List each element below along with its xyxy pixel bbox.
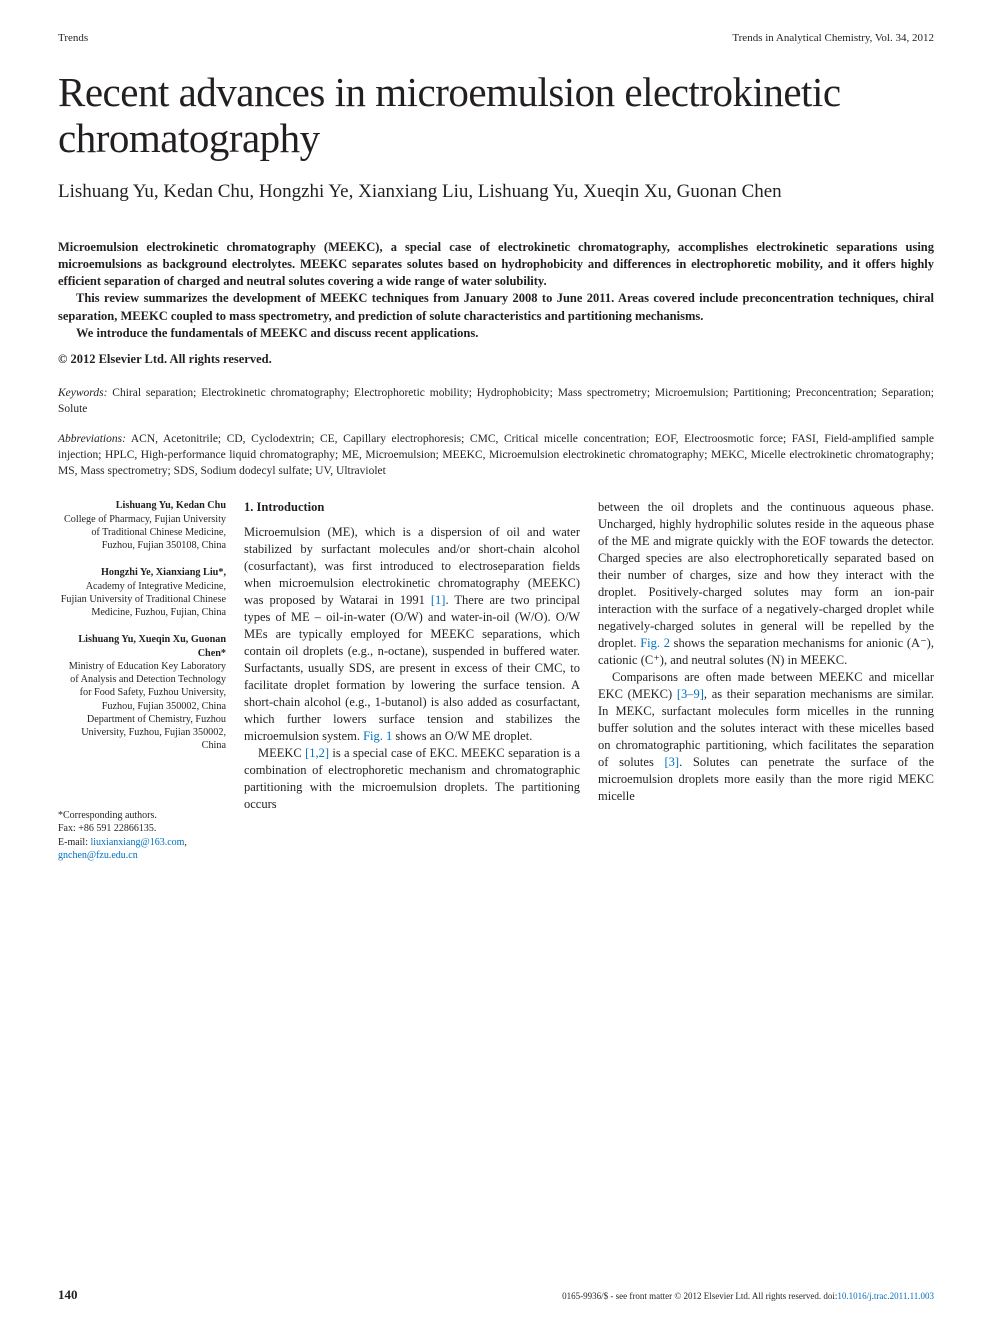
abbreviations-label: Abbreviations: (58, 433, 126, 445)
doi-link[interactable]: 10.1016/j.trac.2011.11.003 (837, 1291, 934, 1301)
footer-copyright: 0165-9936/$ - see front matter © 2012 El… (562, 1291, 934, 1301)
running-header: Trends Trends in Analytical Chemistry, V… (58, 32, 934, 44)
keywords-block: Keywords: Chiral separation; Electrokine… (58, 385, 934, 417)
abbreviations-body: ACN, Acetonitrile; CD, Cyclodextrin; CE,… (58, 433, 934, 477)
corresponding-fax: Fax: +86 591 22866135. (58, 822, 226, 836)
corresponding-label: *Corresponding authors. (58, 809, 226, 823)
header-left: Trends (58, 32, 88, 44)
correspondence-block: *Corresponding authors. Fax: +86 591 228… (58, 809, 226, 863)
section-heading: 1. Introduction (244, 499, 580, 516)
affiliation-block: Lishuang Yu, Kedan Chu College of Pharma… (58, 499, 226, 552)
abstract-p3: We introduce the fundamentals of MEEKC a… (58, 325, 934, 342)
author-list: Lishuang Yu, Kedan Chu, Hongzhi Ye, Xian… (58, 180, 934, 205)
email-link[interactable]: gnchen@fzu.edu.cn (58, 850, 138, 861)
page-footer: 140 0165-9936/$ - see front matter © 201… (58, 1287, 934, 1303)
copyright-line: © 2012 Elsevier Ltd. All rights reserved… (58, 352, 934, 367)
main-content: Lishuang Yu, Kedan Chu College of Pharma… (58, 499, 934, 862)
email-label: E-mail: (58, 837, 88, 848)
body-paragraph: between the oil droplets and the continu… (598, 499, 934, 669)
affiliation-body: Academy of Integrative Medicine, Fujian … (58, 580, 226, 620)
affiliation-names: Lishuang Yu, Xueqin Xu, Guonan Chen* (58, 633, 226, 660)
body-paragraph: Comparisons are often made between MEEKC… (598, 669, 934, 805)
abbreviations-block: Abbreviations: ACN, Acetonitrile; CD, Cy… (58, 431, 934, 479)
figure-link[interactable]: Fig. 1 (363, 729, 392, 743)
body-column-1: 1. Introduction Microemulsion (ME), whic… (244, 499, 580, 862)
affiliation-block: Hongzhi Ye, Xianxiang Liu*, Academy of I… (58, 566, 226, 619)
affiliation-block: Lishuang Yu, Xueqin Xu, Guonan Chen* Min… (58, 633, 226, 752)
citation-link[interactable]: [1,2] (305, 746, 329, 760)
affiliation-names: Lishuang Yu, Kedan Chu (58, 499, 226, 512)
body-paragraph: MEEKC [1,2] is a special case of EKC. ME… (244, 745, 580, 813)
body-paragraph: Microemulsion (ME), which is a dispersio… (244, 524, 580, 745)
abstract-p1: Microemulsion electrokinetic chromatogra… (58, 239, 934, 291)
email-link[interactable]: liuxianxiang@163.com (91, 837, 185, 848)
article-title: Recent advances in microemulsion electro… (58, 70, 934, 162)
affiliation-body: College of Pharmacy, Fujian University o… (58, 513, 226, 553)
page-number: 140 (58, 1287, 78, 1303)
keywords-body: Chiral separation; Electrokinetic chroma… (58, 387, 934, 415)
abstract-block: Microemulsion electrokinetic chromatogra… (58, 239, 934, 343)
citation-link[interactable]: [3] (665, 755, 680, 769)
figure-link[interactable]: Fig. 2 (640, 636, 670, 650)
affiliation-body: Ministry of Education Key Laboratory of … (58, 660, 226, 753)
keywords-label: Keywords: (58, 387, 107, 399)
affiliation-names: Hongzhi Ye, Xianxiang Liu*, (58, 566, 226, 579)
citation-link[interactable]: [3–9] (677, 687, 704, 701)
body-column-2: between the oil droplets and the continu… (598, 499, 934, 862)
affiliation-column: Lishuang Yu, Kedan Chu College of Pharma… (58, 499, 226, 862)
header-right: Trends in Analytical Chemistry, Vol. 34,… (732, 32, 934, 44)
citation-link[interactable]: [1] (431, 593, 446, 607)
abstract-p2: This review summarizes the development o… (58, 290, 934, 325)
